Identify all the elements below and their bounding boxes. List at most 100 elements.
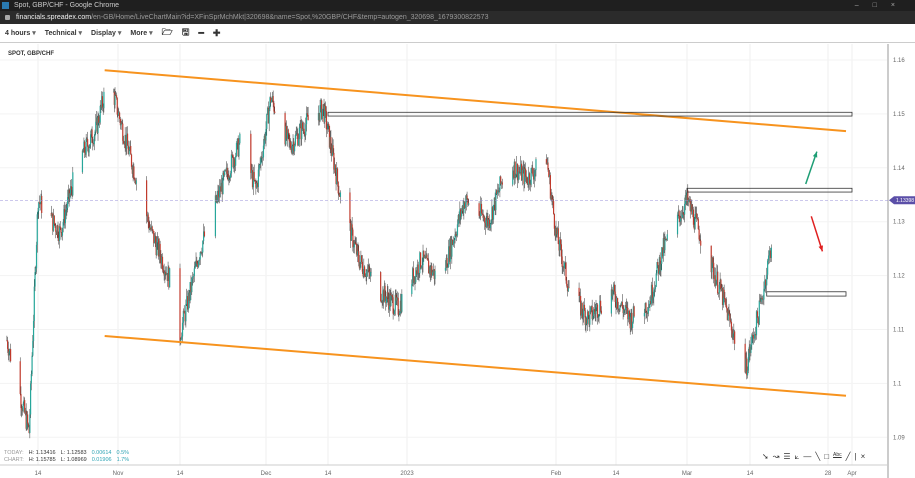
candle xyxy=(250,133,252,173)
candle xyxy=(230,154,233,174)
x-tick-label: Feb xyxy=(551,471,562,477)
candle xyxy=(28,425,30,433)
candle xyxy=(746,370,749,376)
candle xyxy=(499,176,501,191)
candle xyxy=(94,131,96,137)
candle xyxy=(350,223,352,241)
address-bar[interactable]: financials.spreadex.com/en-GB/Home/LiveC… xyxy=(0,11,915,24)
candle xyxy=(330,137,332,150)
candle xyxy=(218,190,220,198)
candle xyxy=(293,141,295,152)
candle xyxy=(548,169,550,177)
candle xyxy=(419,252,421,274)
candle xyxy=(700,240,702,246)
candle xyxy=(181,322,184,337)
candle xyxy=(397,297,399,315)
candle xyxy=(322,104,324,109)
candle xyxy=(89,134,92,145)
candle xyxy=(263,135,265,146)
candle xyxy=(116,97,118,115)
candle xyxy=(656,262,658,274)
candle xyxy=(185,304,187,322)
candle xyxy=(588,315,590,325)
candle xyxy=(355,243,358,255)
interval-dropdown[interactable]: 4 hours xyxy=(5,29,36,37)
x-tick-label: 14 xyxy=(35,471,42,477)
candle xyxy=(748,346,750,357)
more-dropdown[interactable]: More xyxy=(130,29,152,37)
today-high: H: 1.13416 xyxy=(28,450,56,456)
display-dropdown[interactable]: Display xyxy=(91,29,121,37)
candle xyxy=(687,190,689,202)
hline-icon[interactable]: — xyxy=(803,452,812,461)
save-icon[interactable]: 🖫 xyxy=(181,27,190,37)
fan-icon[interactable]: ⟀ xyxy=(794,452,800,461)
candle xyxy=(368,266,370,272)
fib-icon[interactable]: ☰ xyxy=(783,452,791,461)
candle xyxy=(611,289,613,297)
price-chart[interactable]: 14 Nov 14 Dec 14 2023 Feb 14 Mar 14 28 Apr 1.16 1.15 1… xyxy=(0,44,915,478)
candle xyxy=(454,234,456,241)
candle xyxy=(649,300,651,308)
rectangle-icon[interactable]: □ xyxy=(824,452,830,461)
candle xyxy=(460,209,462,217)
y-tick-label: 1.1 xyxy=(893,381,902,387)
candle xyxy=(62,222,64,228)
candle xyxy=(327,123,329,130)
candle xyxy=(336,168,338,184)
window-controls[interactable]: –□× xyxy=(854,2,909,9)
candle xyxy=(229,177,231,178)
candle xyxy=(366,270,369,271)
candle xyxy=(727,310,729,321)
technical-dropdown[interactable]: Technical xyxy=(45,29,82,37)
candle xyxy=(466,195,468,200)
candle xyxy=(455,234,457,236)
candle xyxy=(166,273,168,281)
candle xyxy=(193,268,195,277)
candle xyxy=(253,171,255,181)
candle xyxy=(598,314,600,317)
candle xyxy=(721,287,724,305)
zoom-out-icon[interactable]: ━ xyxy=(198,27,204,38)
candle xyxy=(266,113,268,129)
candle xyxy=(333,164,336,170)
candle xyxy=(501,182,503,185)
candle xyxy=(528,173,530,185)
close-icon[interactable]: × xyxy=(860,452,866,461)
candle xyxy=(425,254,427,259)
candle xyxy=(160,256,162,264)
candle xyxy=(186,296,189,310)
zoom-in-icon[interactable]: ✚ xyxy=(212,27,221,38)
candle xyxy=(657,262,659,266)
text-icon[interactable]: Abc xyxy=(833,452,842,458)
candle xyxy=(446,257,448,268)
candle xyxy=(430,265,432,275)
candle xyxy=(235,156,237,166)
pointer-icon[interactable]: ➘ xyxy=(762,452,769,461)
candle xyxy=(492,205,495,220)
today-low: L: 1.12583 xyxy=(60,450,87,456)
candle xyxy=(354,241,356,244)
candle xyxy=(712,257,714,263)
candle xyxy=(100,105,102,108)
candle xyxy=(615,302,617,308)
candle xyxy=(328,125,331,148)
folder-open-icon[interactable]: 🗁 xyxy=(161,27,173,37)
candle xyxy=(468,203,470,205)
candle xyxy=(88,147,90,153)
candle xyxy=(329,137,331,148)
line-icon[interactable]: ╱ xyxy=(845,452,851,461)
candle xyxy=(463,202,465,214)
trendline-icon[interactable]: ╲ xyxy=(815,452,821,461)
candle xyxy=(225,167,227,171)
candle xyxy=(150,226,152,230)
candle xyxy=(628,310,630,320)
candle xyxy=(300,123,302,140)
curve-icon[interactable]: ↝ xyxy=(772,452,780,461)
candle xyxy=(32,320,35,342)
candle xyxy=(29,383,32,415)
candle xyxy=(187,292,190,310)
candle xyxy=(412,268,415,284)
candle xyxy=(710,245,712,273)
candle xyxy=(610,289,612,314)
